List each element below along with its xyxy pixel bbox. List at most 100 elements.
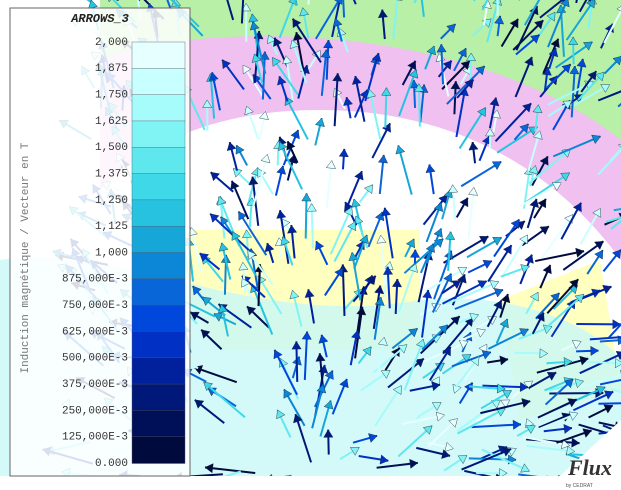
arrow-head bbox=[612, 319, 621, 330]
arrow-head bbox=[493, 288, 504, 298]
arrow-shaft bbox=[68, 0, 93, 4]
legend-band bbox=[131, 436, 186, 464]
arrow-head bbox=[391, 278, 402, 288]
arrow-shaft bbox=[331, 0, 345, 38]
arrow-shaft bbox=[610, 197, 621, 230]
arrow-head bbox=[332, 72, 343, 82]
arrow-head bbox=[587, 70, 597, 81]
arrow-head bbox=[318, 334, 329, 344]
arrow-head bbox=[431, 381, 441, 392]
arrow-shaft bbox=[284, 96, 309, 140]
arrow-shaft bbox=[209, 213, 251, 253]
arrow-head bbox=[493, 300, 503, 310]
arrow-head bbox=[368, 433, 378, 443]
legend-tick: 1,875 bbox=[95, 63, 128, 75]
arrow-shaft bbox=[447, 280, 500, 304]
arrow-head bbox=[594, 249, 604, 260]
arrow-shaft bbox=[251, 21, 267, 74]
arrow-head bbox=[524, 254, 534, 264]
arrow-head bbox=[494, 473, 504, 476]
arrow-head bbox=[221, 59, 231, 70]
legend-band bbox=[131, 94, 186, 122]
arrow-shaft bbox=[562, 240, 605, 271]
arrow-shaft bbox=[455, 87, 467, 138]
arrow-head bbox=[247, 250, 257, 260]
arrow-head bbox=[422, 289, 433, 299]
arrow-shaft bbox=[540, 213, 574, 259]
arrow-shaft bbox=[467, 187, 475, 240]
arrow-shaft bbox=[420, 315, 461, 355]
arrow-head bbox=[301, 192, 312, 202]
arrow-head bbox=[366, 275, 376, 286]
logo: Flux bbox=[567, 455, 612, 480]
arrow-head bbox=[273, 349, 283, 360]
arrow-head bbox=[377, 154, 388, 164]
arrow-head bbox=[560, 0, 570, 8]
arrow-head bbox=[582, 428, 592, 438]
arrow-head bbox=[377, 9, 388, 18]
arrow-head bbox=[282, 55, 293, 65]
arrow-head bbox=[425, 164, 436, 174]
arrow-head bbox=[442, 346, 451, 357]
arrow-head bbox=[366, 89, 377, 99]
arrow-head bbox=[566, 445, 576, 456]
arrow-head bbox=[592, 207, 602, 218]
arrow-head bbox=[397, 344, 408, 354]
arrow-head bbox=[192, 285, 202, 296]
arrow-head bbox=[529, 198, 539, 208]
arrow-head bbox=[550, 292, 560, 303]
arrow-head bbox=[231, 231, 241, 241]
arrow-head bbox=[276, 165, 287, 175]
arrow-head bbox=[374, 296, 385, 306]
arrow-head bbox=[470, 356, 480, 367]
arrow-head bbox=[438, 324, 448, 335]
arrow-head bbox=[502, 390, 512, 399]
arrow-head bbox=[602, 284, 612, 295]
arrow-head bbox=[209, 213, 220, 223]
arrow-shaft bbox=[374, 385, 403, 427]
arrow-head bbox=[510, 219, 520, 229]
arrow-head bbox=[273, 37, 283, 47]
arrow-head bbox=[521, 398, 531, 408]
arrow-shaft bbox=[552, 135, 601, 158]
arrow-head bbox=[562, 100, 573, 110]
arrow-head bbox=[546, 372, 557, 381]
legend-label: Induction magnétique / Vecteur en T bbox=[20, 142, 32, 373]
arrow-head bbox=[575, 247, 585, 258]
arrow-shaft bbox=[599, 376, 621, 386]
arrow-head bbox=[459, 340, 469, 350]
arrow-head bbox=[354, 170, 364, 181]
arrow-head bbox=[438, 194, 448, 205]
arrow-head bbox=[469, 312, 479, 323]
region-pink bbox=[100, 36, 621, 260]
arrow-head bbox=[561, 439, 571, 450]
arrow-head bbox=[395, 145, 406, 155]
arrow-head bbox=[280, 236, 290, 246]
arrow-head bbox=[435, 411, 446, 422]
arrow-head bbox=[542, 264, 552, 275]
arrow-head bbox=[276, 209, 287, 219]
legend-tick: 500,000E-3 bbox=[62, 353, 128, 365]
arrow-head bbox=[451, 280, 462, 290]
arrow-head bbox=[292, 18, 302, 29]
arrow-head bbox=[519, 123, 529, 134]
legend-tick: 1,375 bbox=[95, 168, 128, 180]
legend-tick: 1,000 bbox=[95, 247, 128, 259]
arrow-head bbox=[539, 348, 549, 359]
arrow-head bbox=[475, 65, 485, 76]
arrow-head bbox=[325, 160, 336, 169]
arrow-shaft bbox=[383, 207, 394, 259]
arrow-head bbox=[572, 202, 582, 213]
arrow-head bbox=[339, 378, 349, 389]
arrow-shaft bbox=[264, 474, 292, 476]
arrow-shaft bbox=[565, 0, 596, 41]
legend-band bbox=[131, 120, 186, 148]
arrow-shaft bbox=[379, 235, 387, 286]
arrow-shaft bbox=[464, 469, 504, 476]
legend-tick: 1,125 bbox=[95, 221, 128, 233]
arrow-shaft bbox=[251, 283, 274, 335]
arrow-shaft bbox=[397, 145, 413, 195]
arrow-head bbox=[614, 358, 621, 369]
arrow-head bbox=[560, 172, 570, 182]
arrow-head bbox=[351, 75, 362, 85]
